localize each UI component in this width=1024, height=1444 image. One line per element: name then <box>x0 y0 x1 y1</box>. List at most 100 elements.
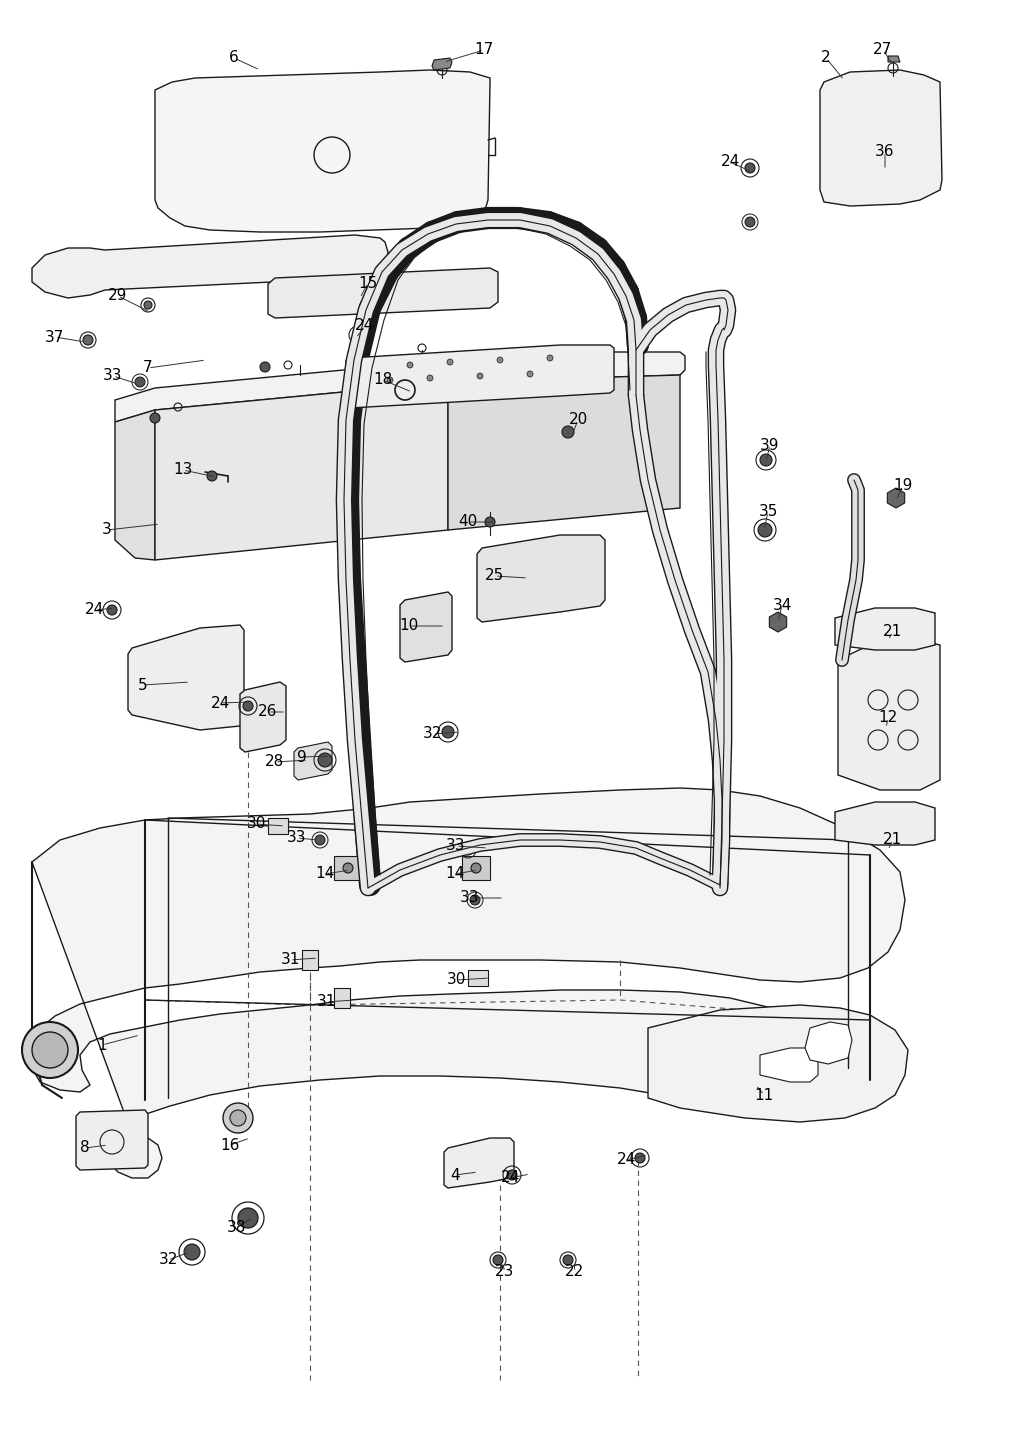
Circle shape <box>150 413 160 423</box>
Circle shape <box>427 375 433 381</box>
Circle shape <box>83 335 93 345</box>
Text: 33: 33 <box>446 839 466 853</box>
Polygon shape <box>302 950 318 970</box>
Circle shape <box>32 1032 68 1069</box>
Text: 16: 16 <box>220 1138 240 1152</box>
Text: 10: 10 <box>399 618 419 634</box>
Text: 31: 31 <box>316 995 336 1009</box>
Circle shape <box>470 895 480 905</box>
Polygon shape <box>835 608 935 650</box>
Text: 19: 19 <box>893 478 912 494</box>
Circle shape <box>343 864 353 874</box>
Circle shape <box>635 1152 645 1162</box>
Polygon shape <box>32 235 388 297</box>
Text: 13: 13 <box>173 462 193 478</box>
Polygon shape <box>760 1048 818 1082</box>
Polygon shape <box>888 56 900 62</box>
Circle shape <box>22 1022 78 1079</box>
Text: 3: 3 <box>102 523 112 537</box>
Circle shape <box>760 453 772 466</box>
Polygon shape <box>115 352 685 422</box>
Polygon shape <box>805 1022 852 1064</box>
Circle shape <box>527 371 534 377</box>
Polygon shape <box>240 682 286 752</box>
Polygon shape <box>820 69 942 206</box>
Text: 31: 31 <box>281 953 300 967</box>
Polygon shape <box>128 625 244 731</box>
Circle shape <box>507 1170 517 1180</box>
Circle shape <box>207 471 217 481</box>
Text: 30: 30 <box>247 816 265 832</box>
Text: 7: 7 <box>143 361 153 375</box>
Text: 39: 39 <box>760 438 779 452</box>
Polygon shape <box>838 640 940 790</box>
Polygon shape <box>449 375 680 530</box>
Text: 18: 18 <box>374 373 392 387</box>
Text: 12: 12 <box>879 710 898 725</box>
Circle shape <box>745 163 755 173</box>
Text: 36: 36 <box>876 144 895 159</box>
Text: 2: 2 <box>821 51 830 65</box>
Text: 24: 24 <box>616 1152 636 1168</box>
Text: 24: 24 <box>720 155 739 169</box>
Circle shape <box>387 377 393 383</box>
Text: 17: 17 <box>474 42 494 58</box>
Circle shape <box>563 1255 573 1265</box>
Text: 9: 9 <box>297 749 307 764</box>
Polygon shape <box>346 345 614 409</box>
Text: 15: 15 <box>358 276 378 290</box>
Polygon shape <box>477 534 605 622</box>
Text: 24: 24 <box>210 696 229 710</box>
Text: 28: 28 <box>265 755 285 770</box>
Circle shape <box>485 517 495 527</box>
Circle shape <box>318 752 332 767</box>
Text: 35: 35 <box>759 504 777 520</box>
Text: 33: 33 <box>288 830 307 846</box>
Text: 40: 40 <box>459 514 477 530</box>
Circle shape <box>135 377 145 387</box>
Polygon shape <box>115 410 155 560</box>
Polygon shape <box>835 801 935 845</box>
Circle shape <box>315 835 325 845</box>
Circle shape <box>230 1110 246 1126</box>
Circle shape <box>144 300 152 309</box>
Text: 25: 25 <box>485 569 505 583</box>
Circle shape <box>477 373 483 378</box>
Circle shape <box>745 217 755 227</box>
Text: 24: 24 <box>85 602 104 618</box>
Polygon shape <box>294 742 332 780</box>
Text: 33: 33 <box>103 368 123 384</box>
Polygon shape <box>462 856 490 879</box>
Circle shape <box>260 362 270 373</box>
Polygon shape <box>155 69 490 232</box>
Text: 30: 30 <box>446 972 466 988</box>
Circle shape <box>463 845 473 855</box>
Circle shape <box>493 1255 503 1265</box>
Text: 4: 4 <box>451 1168 460 1183</box>
Text: 14: 14 <box>315 866 335 881</box>
Circle shape <box>238 1209 258 1227</box>
Text: 11: 11 <box>755 1087 773 1103</box>
Polygon shape <box>468 970 488 986</box>
Text: 33: 33 <box>460 891 480 905</box>
Text: 21: 21 <box>884 624 902 640</box>
Text: 20: 20 <box>568 413 588 427</box>
Polygon shape <box>432 58 452 69</box>
Circle shape <box>243 700 253 710</box>
Text: 23: 23 <box>496 1265 515 1279</box>
Text: 6: 6 <box>229 51 239 65</box>
Text: 1: 1 <box>97 1037 106 1053</box>
Text: 22: 22 <box>565 1265 585 1279</box>
Text: 32: 32 <box>159 1252 178 1268</box>
Text: 21: 21 <box>884 833 902 848</box>
Text: 24: 24 <box>355 319 375 334</box>
Text: 37: 37 <box>45 329 65 345</box>
Circle shape <box>353 331 362 339</box>
Text: 27: 27 <box>873 42 893 58</box>
Polygon shape <box>268 817 288 835</box>
Text: 8: 8 <box>80 1141 90 1155</box>
Circle shape <box>497 357 503 362</box>
Circle shape <box>184 1243 200 1261</box>
Text: 24: 24 <box>501 1171 519 1186</box>
Circle shape <box>223 1103 253 1134</box>
